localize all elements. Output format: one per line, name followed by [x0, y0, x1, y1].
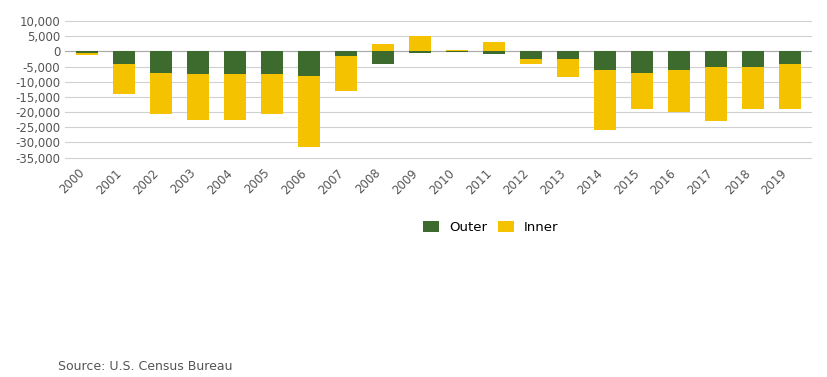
Bar [520, 51, 542, 59]
Bar [409, 51, 431, 53]
Bar [150, 73, 172, 113]
Bar [113, 51, 136, 64]
Text: Source: U.S. Census Bureau: Source: U.S. Census Bureau [58, 360, 232, 373]
Bar [742, 67, 764, 109]
Bar [372, 44, 394, 51]
Bar [113, 64, 136, 94]
Bar [76, 53, 98, 55]
Bar [520, 59, 542, 64]
Bar [298, 76, 320, 147]
Bar [298, 51, 320, 76]
Bar [557, 51, 579, 59]
Bar [667, 70, 690, 112]
Bar [631, 51, 653, 73]
Bar [261, 51, 283, 74]
Bar [594, 70, 616, 130]
Bar [483, 42, 505, 51]
Bar [335, 51, 357, 56]
Bar [224, 74, 246, 120]
Legend: Outer, Inner: Outer, Inner [418, 215, 564, 239]
Bar [150, 51, 172, 73]
Bar [224, 51, 246, 74]
Bar [446, 50, 468, 51]
Bar [446, 51, 468, 52]
Bar [76, 51, 98, 53]
Bar [631, 73, 653, 109]
Bar [667, 51, 690, 70]
Bar [594, 51, 616, 70]
Bar [372, 51, 394, 64]
Bar [335, 56, 357, 91]
Bar [261, 74, 283, 113]
Bar [705, 67, 727, 121]
Bar [557, 59, 579, 77]
Bar [187, 51, 209, 74]
Bar [483, 51, 505, 54]
Bar [779, 64, 801, 109]
Bar [187, 74, 209, 120]
Bar [705, 51, 727, 67]
Bar [779, 51, 801, 64]
Bar [409, 36, 431, 51]
Bar [742, 51, 764, 67]
